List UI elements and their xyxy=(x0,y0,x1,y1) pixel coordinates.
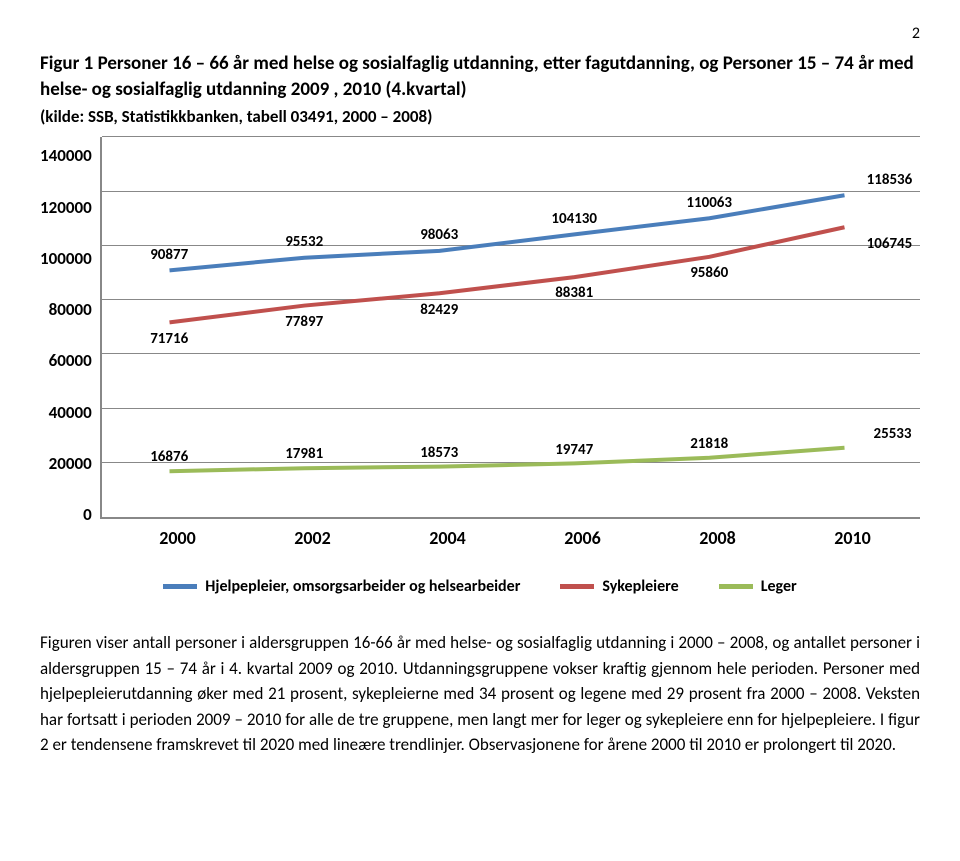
x-axis: 200020022004200620082010 xyxy=(110,527,920,549)
chart-subtitle: (kilde: SSB, Statistikkbanken, tabell 03… xyxy=(40,106,920,127)
y-tick-label: 20000 xyxy=(49,453,92,474)
series-line xyxy=(169,196,844,271)
data-label: 106745 xyxy=(867,235,913,253)
data-label: 98063 xyxy=(420,226,458,244)
legend-label: Leger xyxy=(761,577,797,596)
chart-svg xyxy=(102,137,912,517)
legend-swatch xyxy=(163,584,197,589)
y-tick-label: 100000 xyxy=(40,248,92,269)
data-label: 18573 xyxy=(420,444,458,462)
data-label: 104130 xyxy=(551,210,597,228)
body-paragraph: Figuren viser antall personer i aldersgr… xyxy=(40,630,920,758)
data-label: 17981 xyxy=(285,445,323,463)
x-tick-label: 2008 xyxy=(650,527,785,549)
x-tick-label: 2004 xyxy=(380,527,515,549)
legend-item: Hjelpepleier, omsorgsarbeider og helsear… xyxy=(163,577,520,596)
data-label: 21818 xyxy=(690,435,728,453)
data-label: 88381 xyxy=(555,284,593,302)
legend-label: Sykepleiere xyxy=(602,577,678,596)
legend-swatch xyxy=(719,584,753,589)
data-label: 19747 xyxy=(555,441,593,459)
x-tick-label: 2002 xyxy=(245,527,380,549)
data-label: 90877 xyxy=(150,246,188,264)
legend-item: Leger xyxy=(719,577,797,596)
y-tick-label: 60000 xyxy=(49,350,92,371)
data-label: 71716 xyxy=(150,330,188,348)
y-tick-label: 140000 xyxy=(40,145,92,166)
data-label: 25533 xyxy=(873,425,911,443)
legend: Hjelpepleier, omsorgsarbeider og helsear… xyxy=(40,577,920,596)
y-axis: 140000120000100000800006000040000200000 xyxy=(40,137,100,517)
x-tick-label: 2010 xyxy=(785,527,920,549)
y-tick-label: 120000 xyxy=(40,197,92,218)
chart-title: Figur 1 Personer 16 – 66 år med helse og… xyxy=(40,51,920,102)
data-label: 77897 xyxy=(285,313,323,331)
x-tick-label: 2000 xyxy=(110,527,245,549)
y-tick-label: 0 xyxy=(83,504,92,525)
data-label: 118536 xyxy=(867,171,913,189)
data-label: 16876 xyxy=(150,448,188,466)
data-label: 95860 xyxy=(690,264,728,282)
legend-swatch xyxy=(560,584,594,589)
series-line xyxy=(169,448,844,471)
x-tick-label: 2006 xyxy=(515,527,650,549)
data-label: 95532 xyxy=(285,233,323,251)
data-label: 82429 xyxy=(420,301,458,319)
chart-container: 140000120000100000800006000040000200000 … xyxy=(40,137,920,596)
data-label: 110063 xyxy=(686,194,732,212)
y-tick-label: 40000 xyxy=(49,402,92,423)
y-tick-label: 80000 xyxy=(49,299,92,320)
plot-area: 90877 95532 98063 104130 110063 118536 71716 77… xyxy=(100,137,920,519)
legend-item: Sykepleiere xyxy=(560,577,678,596)
page-number: 2 xyxy=(40,24,920,43)
legend-label: Hjelpepleier, omsorgsarbeider og helsear… xyxy=(205,577,520,596)
